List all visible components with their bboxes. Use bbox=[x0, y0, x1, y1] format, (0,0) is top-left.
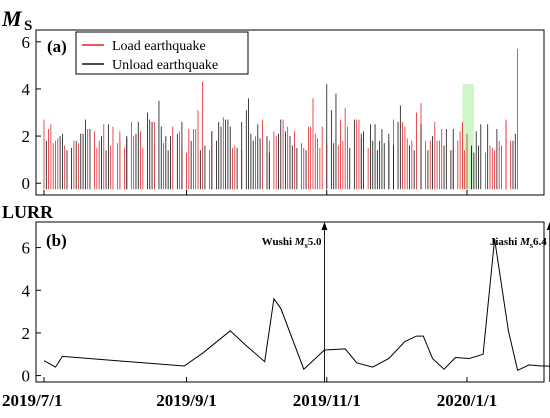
event-label-0: Wushi Ms5.0 bbox=[262, 236, 322, 250]
panel-a-ytick-label-0: 0 bbox=[22, 174, 31, 193]
xtick-label-3: 2020/1/1 bbox=[437, 391, 497, 410]
magnitude-bars bbox=[43, 48, 518, 190]
panel-b-ytick-label-3: 6 bbox=[22, 239, 31, 258]
panel-b-y-ticks: 0 2 4 6 bbox=[22, 239, 41, 386]
panel-a-ylabel: M bbox=[1, 6, 23, 31]
panel-a-magnitude-chart: 0 2 4 6 M S (a) Load earthquake Unload eart… bbox=[1, 6, 545, 196]
event-markers: Wushi Ms5.0 Jiashi Ms6.4 bbox=[262, 222, 550, 382]
panel-b-lurr-chart: 0 2 4 6 Wushi Ms5.0 Jiashi Ms6.4 LURR (b) bbox=[2, 202, 550, 386]
xtick-label-0: 2019/7/1 bbox=[2, 391, 62, 410]
panel-a-ytick-label-3: 6 bbox=[22, 33, 31, 52]
panel-a-ylabel-sub: S bbox=[24, 18, 32, 34]
legend-label-unload: Unload earthquake bbox=[112, 58, 218, 73]
xtick-label-1: 2019/9/1 bbox=[156, 391, 216, 410]
panel-a-y-ticks: 0 2 4 6 bbox=[22, 33, 41, 193]
legend-label-load: Load earthquake bbox=[112, 39, 206, 54]
panel-b-ylabel: LURR bbox=[2, 202, 54, 222]
xtick-label-2: 2019/11/1 bbox=[293, 391, 361, 410]
panel-b-label: (b) bbox=[46, 231, 67, 250]
panel-a-ytick-label-2: 4 bbox=[22, 80, 31, 99]
lurr-line bbox=[43, 239, 550, 372]
panel-b-frame bbox=[35, 221, 545, 383]
panel-b-ytick-label-2: 4 bbox=[22, 281, 31, 300]
panel-b-ytick-label-0: 0 bbox=[22, 367, 31, 386]
panel-b-ytick-label-1: 2 bbox=[22, 324, 31, 343]
event-arrowhead-0 bbox=[321, 222, 328, 230]
x-axis: 2019/7/1 2019/9/1 2019/11/1 2020/1/1 bbox=[2, 190, 497, 410]
legend-box bbox=[75, 31, 249, 75]
event-arrowhead-1 bbox=[546, 222, 550, 230]
panel-a-frame bbox=[35, 29, 545, 196]
panel-a-ytick-label-1: 2 bbox=[22, 127, 31, 146]
panel-a-label: (a) bbox=[47, 37, 67, 56]
highlight-band bbox=[462, 84, 474, 190]
event-label-1: Jiashi Ms6.4 bbox=[490, 236, 547, 250]
legend: Load earthquake Unload earthquake bbox=[75, 31, 249, 75]
